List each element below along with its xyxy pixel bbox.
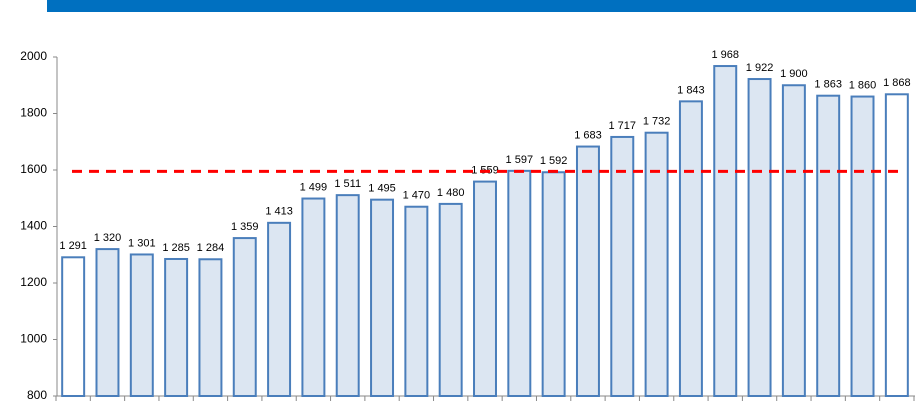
bar <box>129 253 154 397</box>
bar <box>198 258 223 397</box>
bar <box>473 180 497 397</box>
bar <box>850 95 875 398</box>
value-label: 1 732 <box>643 116 671 128</box>
bar <box>61 256 86 398</box>
y-tick-label: 1600 <box>20 162 47 176</box>
bar <box>370 198 395 397</box>
value-label: 1 863 <box>814 79 842 91</box>
value-label: 1 683 <box>574 129 602 141</box>
value-label: 1 470 <box>403 190 431 202</box>
y-tick-label: 800 <box>27 388 47 402</box>
bar <box>438 202 463 397</box>
bar <box>713 65 738 397</box>
header-bar <box>47 0 916 12</box>
bar <box>164 257 189 397</box>
bar <box>267 221 292 397</box>
value-label: 1 320 <box>94 232 122 244</box>
value-label: 1 495 <box>368 183 396 195</box>
bar <box>301 197 326 397</box>
bar <box>95 248 120 397</box>
bar <box>575 145 600 397</box>
bar <box>747 78 772 397</box>
bar <box>232 237 257 397</box>
value-label: 1 413 <box>265 206 293 218</box>
bar <box>404 205 429 397</box>
value-label: 1 860 <box>849 79 877 91</box>
bar <box>541 171 566 397</box>
value-label: 1 592 <box>540 155 568 167</box>
value-label: 1 284 <box>197 242 225 254</box>
bar <box>884 93 909 397</box>
value-label: 1 717 <box>609 120 637 132</box>
value-label: 1 900 <box>780 68 808 80</box>
value-label: 1 922 <box>746 62 774 74</box>
value-label: 1 291 <box>59 240 87 252</box>
y-tick-label: 1400 <box>20 219 47 233</box>
bar <box>781 84 806 397</box>
y-tick-label: 1200 <box>20 275 47 289</box>
value-label: 1 301 <box>128 237 156 249</box>
bar <box>507 169 532 397</box>
bar <box>816 94 841 397</box>
y-tick-label: 2000 <box>20 49 47 63</box>
value-label: 1 499 <box>300 181 328 193</box>
value-label: 1 597 <box>506 154 534 166</box>
bar <box>335 194 360 397</box>
value-label: 1 968 <box>711 49 739 61</box>
bar <box>678 100 703 397</box>
y-tick-label: 1800 <box>20 106 47 120</box>
bar <box>644 131 669 398</box>
value-label: 1 285 <box>162 242 190 254</box>
y-tick-label: 1000 <box>20 332 47 346</box>
value-label: 1 843 <box>677 84 705 96</box>
value-label: 1 359 <box>231 221 259 233</box>
value-label: 1 868 <box>883 77 911 89</box>
value-label: 1 511 <box>334 178 361 190</box>
value-label: 1 480 <box>437 187 465 199</box>
bar <box>610 135 635 397</box>
